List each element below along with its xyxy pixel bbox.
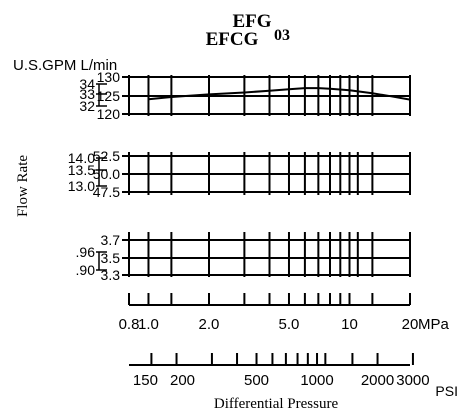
chart-title-line1: EFG — [232, 11, 271, 32]
panel-1-lmin-label: 47.5 — [93, 184, 120, 200]
mpa-tick-label: 10 — [341, 316, 358, 333]
panel-1-lmin-label: 50.0 — [93, 166, 120, 182]
chart-title-superscript: 03 — [274, 27, 290, 44]
panel-2-gpm-label: .96 — [76, 244, 96, 260]
panel-2-gpm-label: .90 — [76, 262, 96, 278]
curve-layer — [148, 87, 411, 101]
panel-0-flow-curve — [148, 87, 411, 101]
panel-1-gpm-label: 13.5 — [68, 162, 95, 178]
panel-0-lmin-label: 120 — [97, 106, 121, 122]
x-axis-label: Differential Pressure — [214, 396, 339, 412]
psi-tick-label: 1000 — [300, 372, 333, 389]
panel-0-lmin-label: 130 — [97, 69, 121, 85]
panel-1-gpm-label: 13.0 — [68, 178, 95, 194]
y-axis-label: Flow Rate — [15, 155, 31, 217]
panel-0-gpm-label: 32 — [79, 98, 95, 114]
axis-layer — [96, 75, 414, 366]
units-header: U.S.GPM L/min — [13, 57, 117, 74]
mpa-tick-label: 0.8 — [119, 316, 140, 333]
panel-1-gpm-label: 14.0 — [68, 150, 95, 166]
panel-2-lmin-label: 3.5 — [101, 250, 121, 266]
panel-0-gpm-label: 33 — [79, 86, 95, 102]
panel-2-lmin-label: 3.7 — [101, 232, 121, 248]
mpa-tick-label: 5.0 — [279, 316, 300, 333]
psi-tick-label: 3000 — [396, 372, 429, 389]
psi-unit-label: PSI — [435, 383, 458, 399]
mpa-tick-label: 20 — [402, 316, 419, 333]
panel-2-lmin-label: 3.3 — [101, 267, 121, 283]
mpa-tick-label: 1.0 — [138, 316, 159, 333]
chart-title-line2: EFCG — [206, 29, 259, 50]
psi-tick-label: 200 — [170, 372, 195, 389]
psi-tick-label: 2000 — [361, 372, 394, 389]
psi-tick-label: 500 — [244, 372, 269, 389]
mpa-unit-label: MPa — [418, 316, 450, 333]
panel-0-gpm-label: 34 — [79, 76, 95, 92]
panel-1-lmin-label: 52.5 — [93, 148, 120, 164]
mpa-tick-label: 2.0 — [199, 316, 220, 333]
panel-0-lmin-label: 125 — [97, 88, 121, 104]
grid-layer — [122, 75, 411, 277]
psi-tick-label: 150 — [133, 372, 158, 389]
